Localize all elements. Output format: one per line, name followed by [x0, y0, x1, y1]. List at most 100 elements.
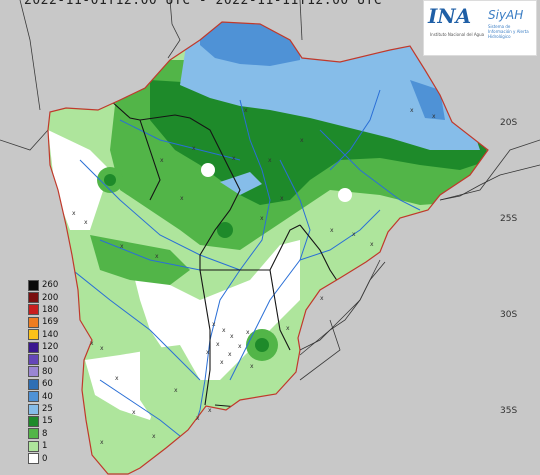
- svg-text:x: x: [370, 241, 374, 248]
- svg-text:x: x: [206, 349, 210, 356]
- basin-outline: [47, 21, 489, 475]
- legend-label: 0: [42, 453, 48, 464]
- legend-swatch: [28, 292, 39, 304]
- legend-item: 15: [28, 415, 68, 427]
- svg-text:x: x: [230, 333, 234, 340]
- legend-swatch: [28, 415, 39, 427]
- svg-text:x: x: [250, 363, 254, 370]
- svg-text:x: x: [192, 145, 196, 152]
- svg-text:x: x: [320, 295, 324, 302]
- svg-text:x: x: [238, 343, 242, 350]
- coastline: [439, 164, 540, 201]
- legend-item: 8: [28, 428, 68, 440]
- station-markers: xxx xxx xxx xxx xxx xxx x xx xxx xxx xxx …: [72, 107, 436, 446]
- legend-swatch: [28, 428, 39, 440]
- svg-text:x: x: [216, 341, 220, 348]
- logo-subtitle-right: Sistema de Información y Alerta Hidrológ…: [488, 24, 529, 39]
- legend-label: 100: [42, 354, 59, 365]
- legend-swatch: [28, 403, 39, 415]
- legend-label: 25: [42, 404, 53, 415]
- legend-swatch: [28, 316, 39, 328]
- ina-logo: INA SiyAH Instituto Nacional del Agua Si…: [423, 0, 537, 56]
- svg-text:x: x: [222, 327, 226, 334]
- legend-label: 15: [42, 416, 53, 427]
- legend-swatch: [28, 304, 39, 316]
- legend-label: 180: [42, 304, 59, 315]
- svg-text:x: x: [132, 409, 136, 416]
- svg-text:x: x: [72, 210, 76, 217]
- svg-text:x: x: [84, 219, 88, 226]
- svg-text:x: x: [208, 407, 212, 414]
- svg-text:x: x: [280, 195, 284, 202]
- svg-text:x: x: [432, 113, 436, 120]
- svg-text:x: x: [155, 253, 159, 260]
- legend-item: 60: [28, 378, 68, 390]
- legend-item: 100: [28, 353, 68, 366]
- legend-item: 200: [28, 291, 68, 304]
- legend-item: 169: [28, 316, 68, 328]
- svg-text:x: x: [260, 215, 264, 222]
- precipitation-legend: 260 200 180 169 140 120 100 80 60 40 25 15 8 1 0: [28, 279, 68, 465]
- legend-label: 40: [42, 391, 53, 402]
- svg-text:x: x: [115, 375, 119, 382]
- legend-label: 60: [42, 379, 53, 390]
- legend-swatch: [28, 366, 39, 378]
- rivers: [59, 89, 421, 441]
- svg-text:x: x: [286, 325, 290, 332]
- legend-label: 80: [42, 366, 53, 377]
- svg-text:x: x: [244, 107, 248, 114]
- svg-text:x: x: [152, 433, 156, 440]
- svg-text:x: x: [352, 231, 356, 238]
- legend-label: 260: [42, 280, 59, 291]
- svg-text:x: x: [174, 387, 178, 394]
- svg-text:x: x: [196, 415, 200, 422]
- legend-swatch: [28, 341, 39, 353]
- svg-text:x: x: [246, 329, 250, 336]
- legend-item: 180: [28, 304, 68, 316]
- svg-text:x: x: [410, 107, 414, 114]
- time-range-caption: 2022-11-01T12:00 UTC - 2022-11-11T12:00 …: [24, 0, 383, 8]
- legend-swatch: [28, 391, 39, 403]
- legend-item: 140: [28, 329, 68, 341]
- svg-text:x: x: [180, 195, 184, 202]
- legend-swatch: [28, 329, 39, 341]
- svg-text:x: x: [120, 243, 124, 250]
- legend-item: 40: [28, 391, 68, 403]
- legend-item: 260: [28, 279, 68, 291]
- lat-label-35s: 35S: [500, 406, 518, 416]
- svg-text:x: x: [212, 321, 216, 328]
- legend-item: 1: [28, 440, 68, 452]
- svg-text:x: x: [300, 137, 304, 144]
- legend-item: 120: [28, 341, 68, 353]
- legend-item: 25: [28, 403, 68, 415]
- logo-subtitle-left: Instituto Nacional del Agua: [430, 32, 485, 37]
- lat-label-20s: 20S: [500, 118, 518, 128]
- lat-label-25s: 25S: [500, 214, 518, 224]
- legend-swatch: [28, 378, 39, 390]
- coastline-south: [299, 261, 386, 351]
- legend-label: 120: [42, 342, 59, 353]
- svg-text:x: x: [268, 157, 272, 164]
- legend-label: 200: [42, 292, 59, 303]
- logo-siyah-text: SiyAH: [488, 8, 524, 22]
- svg-text:x: x: [232, 155, 236, 162]
- legend-swatch: [28, 453, 39, 465]
- logo-ina-text: INA: [428, 4, 472, 28]
- legend-swatch: [28, 354, 39, 366]
- svg-text:x: x: [100, 345, 104, 352]
- legend-swatch: [28, 279, 39, 291]
- legend-item: 0: [28, 452, 68, 465]
- legend-swatch: [28, 440, 39, 452]
- svg-text:x: x: [330, 227, 334, 234]
- legend-label: 1: [42, 441, 48, 452]
- svg-text:x: x: [100, 439, 104, 446]
- lat-label-30s: 30S: [500, 310, 518, 320]
- legend-item: 80: [28, 366, 68, 378]
- svg-text:x: x: [220, 359, 224, 366]
- svg-text:x: x: [160, 157, 164, 164]
- legend-label: 169: [42, 317, 59, 328]
- svg-text:x: x: [90, 340, 94, 347]
